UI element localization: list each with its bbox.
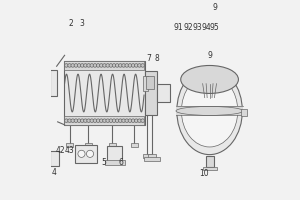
Bar <box>143 76 148 91</box>
Ellipse shape <box>182 75 238 147</box>
Bar <box>130 143 138 147</box>
Circle shape <box>93 64 97 67</box>
Circle shape <box>100 64 103 67</box>
Circle shape <box>109 119 113 122</box>
Circle shape <box>93 119 97 122</box>
Text: 6: 6 <box>119 158 124 167</box>
Circle shape <box>71 119 74 122</box>
Circle shape <box>112 119 116 122</box>
Circle shape <box>131 64 135 67</box>
Bar <box>176 106 243 115</box>
Circle shape <box>77 119 81 122</box>
Text: 5: 5 <box>101 158 106 167</box>
Text: 2: 2 <box>68 19 73 28</box>
Circle shape <box>87 64 90 67</box>
Bar <box>64 116 144 125</box>
Circle shape <box>116 119 119 122</box>
Text: 42: 42 <box>56 146 65 155</box>
Ellipse shape <box>176 106 243 115</box>
Circle shape <box>116 64 119 67</box>
Bar <box>74 145 98 163</box>
Circle shape <box>106 64 110 67</box>
Bar <box>145 71 157 115</box>
Circle shape <box>74 119 78 122</box>
Circle shape <box>77 64 81 67</box>
Bar <box>64 61 145 125</box>
Circle shape <box>131 119 135 122</box>
Circle shape <box>96 64 100 67</box>
Circle shape <box>109 64 113 67</box>
Bar <box>66 143 73 147</box>
Bar <box>85 143 92 147</box>
Bar <box>50 70 57 96</box>
Text: 8: 8 <box>154 54 159 63</box>
Circle shape <box>80 64 84 67</box>
Circle shape <box>64 119 68 122</box>
Ellipse shape <box>181 65 238 93</box>
Text: 4: 4 <box>52 168 57 177</box>
Circle shape <box>138 119 141 122</box>
Circle shape <box>128 64 132 67</box>
Circle shape <box>125 119 129 122</box>
Circle shape <box>103 119 106 122</box>
Circle shape <box>68 119 71 122</box>
Circle shape <box>128 119 132 122</box>
Circle shape <box>134 119 138 122</box>
Text: 95: 95 <box>210 23 219 32</box>
Circle shape <box>100 119 103 122</box>
Bar <box>146 76 154 89</box>
Bar <box>206 156 214 167</box>
Circle shape <box>138 64 141 67</box>
Circle shape <box>112 64 116 67</box>
Circle shape <box>106 119 110 122</box>
Circle shape <box>118 64 122 67</box>
Text: 10: 10 <box>199 169 208 178</box>
Circle shape <box>64 64 68 67</box>
Circle shape <box>103 64 106 67</box>
Text: 3: 3 <box>79 19 84 28</box>
Text: 92: 92 <box>184 23 194 32</box>
Bar <box>109 143 116 147</box>
Circle shape <box>68 64 71 67</box>
Text: 7: 7 <box>147 54 152 63</box>
Circle shape <box>87 119 90 122</box>
Circle shape <box>78 150 85 157</box>
Circle shape <box>125 64 129 67</box>
Bar <box>202 167 217 170</box>
Circle shape <box>84 64 87 67</box>
Bar <box>64 61 144 70</box>
Circle shape <box>90 119 94 122</box>
Ellipse shape <box>177 67 242 155</box>
Circle shape <box>90 64 94 67</box>
Text: 93: 93 <box>193 23 202 32</box>
Text: 9: 9 <box>207 51 212 60</box>
Text: 91: 91 <box>174 23 184 32</box>
Circle shape <box>84 119 87 122</box>
Bar <box>242 109 247 116</box>
Circle shape <box>122 119 125 122</box>
Bar <box>105 160 125 165</box>
Bar <box>144 157 160 161</box>
Circle shape <box>74 64 78 67</box>
Text: 94: 94 <box>201 23 211 32</box>
Circle shape <box>122 64 125 67</box>
Bar <box>50 151 58 166</box>
Bar <box>143 154 151 158</box>
Bar <box>107 146 122 161</box>
Bar <box>157 84 170 102</box>
Circle shape <box>141 119 144 122</box>
Text: 43: 43 <box>65 146 74 155</box>
Circle shape <box>141 64 144 67</box>
Circle shape <box>86 150 94 157</box>
Circle shape <box>118 119 122 122</box>
Bar <box>148 154 156 158</box>
Text: 9: 9 <box>212 3 217 12</box>
Circle shape <box>80 119 84 122</box>
Circle shape <box>134 64 138 67</box>
Circle shape <box>71 64 74 67</box>
Circle shape <box>96 119 100 122</box>
